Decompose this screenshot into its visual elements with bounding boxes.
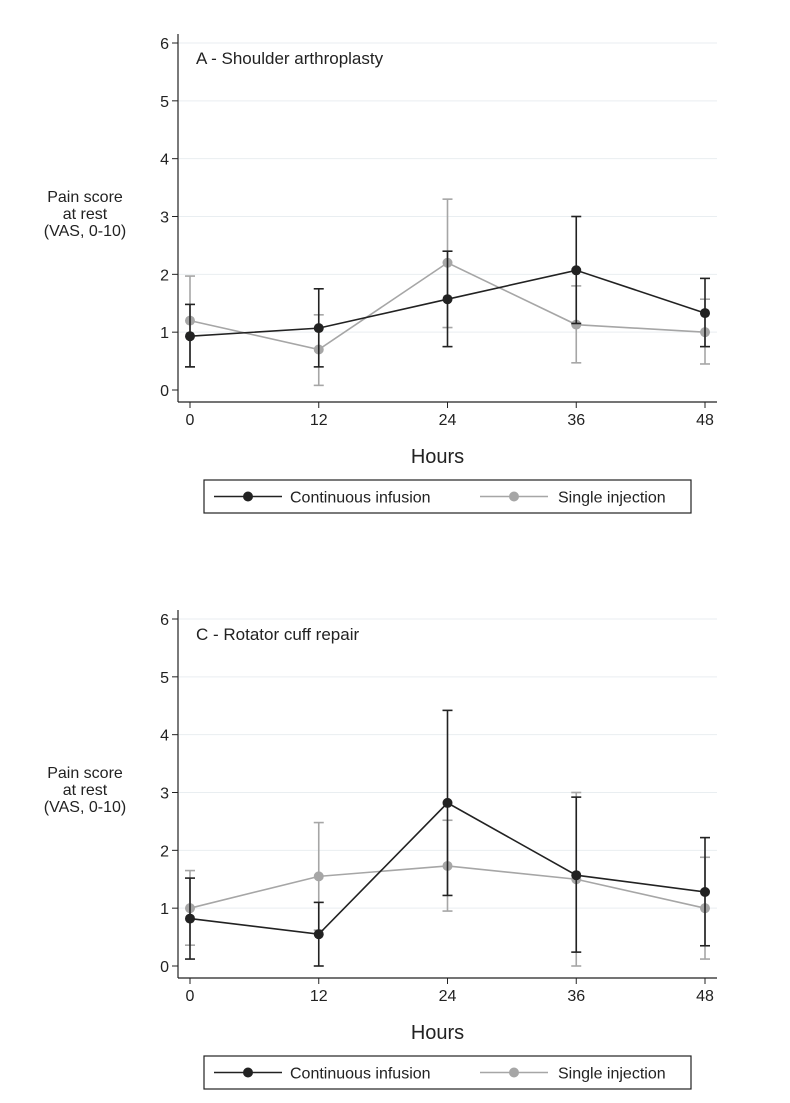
data-point xyxy=(571,870,582,881)
legend-swatch-marker xyxy=(243,491,253,502)
y-axis-label: Pain score xyxy=(47,189,123,206)
data-point xyxy=(313,929,324,940)
y-tick-label: 3 xyxy=(160,210,169,227)
x-axis-label: Hours xyxy=(411,446,464,468)
data-point xyxy=(185,913,195,924)
legend: Continuous infusion Single injection xyxy=(203,479,692,514)
x-tick-label: 36 xyxy=(567,412,585,429)
data-point xyxy=(442,797,453,808)
legend-label: Single injection xyxy=(558,490,666,507)
x-tick-label: 12 xyxy=(310,988,328,1005)
x-tick-label: 0 xyxy=(186,412,195,429)
chart-title: A - Shoulder arthroplasty xyxy=(196,49,384,68)
legend-swatch-marker xyxy=(509,1067,519,1078)
y-axis-label: (VAS, 0-10) xyxy=(44,799,126,816)
y-tick-label: 1 xyxy=(160,325,169,342)
legend-label: Single injection xyxy=(558,1066,666,1083)
y-tick-label: 2 xyxy=(160,843,169,860)
y-tick-label: 6 xyxy=(160,612,169,629)
series-continuous-infusion xyxy=(185,709,710,967)
x-tick-label: 0 xyxy=(186,988,195,1005)
legend-swatch-marker xyxy=(243,1067,253,1078)
y-tick-label: 2 xyxy=(160,267,169,284)
y-tick-label: 0 xyxy=(160,383,169,400)
data-point xyxy=(313,871,324,882)
legend-swatch-marker xyxy=(509,491,519,502)
y-tick-label: 4 xyxy=(160,152,169,169)
y-tick-label: 5 xyxy=(160,670,169,687)
y-tick-label: 0 xyxy=(160,959,169,976)
data-point xyxy=(442,294,453,305)
x-axis-label: Hours xyxy=(411,1022,464,1044)
chart-panel-rotator-cuff-repair: 0 1 2 3 4 5 6 0 12 24 36 48 Hours Pain score at rest (V… xyxy=(0,576,790,1098)
y-axis-label: (VAS, 0-10) xyxy=(44,223,126,240)
chart-title: C - Rotator cuff repair xyxy=(196,625,359,644)
series-continuous-infusion xyxy=(185,215,710,368)
legend-box xyxy=(203,1055,692,1090)
x-tick-label: 36 xyxy=(567,988,585,1005)
y-tick-label: 6 xyxy=(160,36,169,53)
x-tick-label: 24 xyxy=(439,988,457,1005)
data-point xyxy=(700,308,710,319)
data-point xyxy=(700,886,710,897)
data-point xyxy=(571,319,582,330)
y-axis-label: at rest xyxy=(63,206,108,223)
x-tick-label: 12 xyxy=(310,412,328,429)
y-tick-label: 3 xyxy=(160,786,169,803)
y-tick-label: 1 xyxy=(160,901,169,918)
data-point xyxy=(185,331,195,342)
x-tick-label: 48 xyxy=(696,412,714,429)
x-tick-label: 24 xyxy=(439,412,457,429)
y-axis-label: Pain score xyxy=(47,765,123,782)
y-axis-label: at rest xyxy=(63,782,108,799)
chart-panel-shoulder-arthroplasty: 0 1 2 3 4 5 6 0 12 24 36 48 Hours Pain score at rest (V… xyxy=(0,0,790,540)
data-point xyxy=(313,323,324,334)
data-point xyxy=(571,265,582,276)
x-tick-label: 48 xyxy=(696,988,714,1005)
legend-label: Continuous infusion xyxy=(290,490,431,507)
legend-label: Continuous infusion xyxy=(290,1066,431,1083)
y-tick-label: 4 xyxy=(160,728,169,745)
legend-box xyxy=(203,479,692,514)
legend: Continuous infusion Single injection xyxy=(203,1055,692,1090)
y-tick-label: 5 xyxy=(160,94,169,111)
